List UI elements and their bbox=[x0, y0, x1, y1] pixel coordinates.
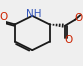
Text: O: O bbox=[74, 13, 82, 23]
Text: O: O bbox=[0, 12, 8, 22]
Text: NH: NH bbox=[26, 9, 42, 19]
Text: O: O bbox=[64, 35, 72, 45]
